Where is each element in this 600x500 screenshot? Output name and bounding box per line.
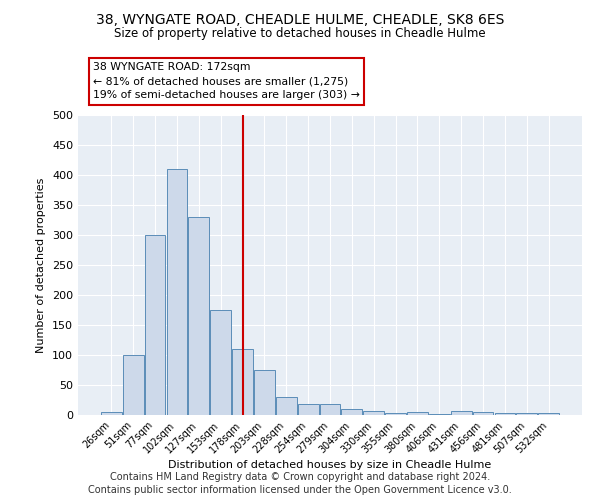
Bar: [145, 235, 166, 415]
Text: 38 WYNGATE ROAD: 172sqm
← 81% of detached houses are smaller (1,275)
19% of semi: 38 WYNGATE ROAD: 172sqm ← 81% of detache…: [93, 62, 360, 100]
Text: 38, WYNGATE ROAD, CHEADLE HULME, CHEADLE, SK8 6ES: 38, WYNGATE ROAD, CHEADLE HULME, CHEADLE…: [96, 12, 504, 26]
Bar: [167, 169, 187, 415]
Bar: [407, 412, 428, 415]
Bar: [188, 217, 209, 415]
Bar: [451, 412, 472, 415]
Y-axis label: Number of detached properties: Number of detached properties: [37, 178, 46, 352]
Bar: [276, 397, 296, 415]
Bar: [298, 404, 319, 415]
Bar: [538, 412, 559, 415]
Bar: [473, 412, 493, 415]
Bar: [320, 404, 340, 415]
Bar: [494, 412, 515, 415]
Bar: [385, 412, 406, 415]
Bar: [101, 412, 122, 415]
Bar: [429, 414, 450, 415]
Bar: [123, 355, 143, 415]
Bar: [210, 310, 231, 415]
Bar: [254, 370, 275, 415]
Text: Size of property relative to detached houses in Cheadle Hulme: Size of property relative to detached ho…: [114, 28, 486, 40]
Bar: [232, 349, 253, 415]
Text: Contains public sector information licensed under the Open Government Licence v3: Contains public sector information licen…: [88, 485, 512, 495]
Text: Contains HM Land Registry data © Crown copyright and database right 2024.: Contains HM Land Registry data © Crown c…: [110, 472, 490, 482]
Bar: [341, 409, 362, 415]
Bar: [517, 412, 537, 415]
X-axis label: Distribution of detached houses by size in Cheadle Hulme: Distribution of detached houses by size …: [169, 460, 491, 470]
Bar: [364, 412, 384, 415]
